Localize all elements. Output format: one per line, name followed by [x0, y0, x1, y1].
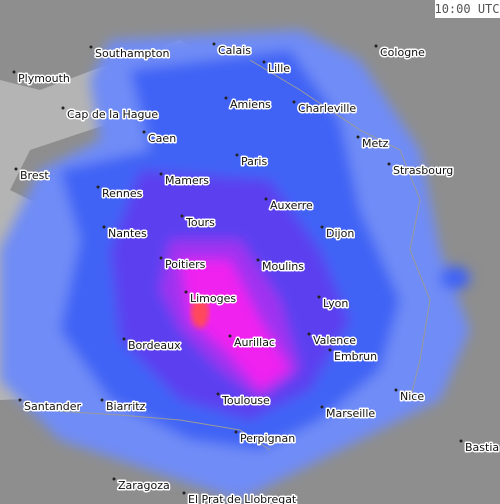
city-dot: [122, 337, 126, 341]
city-label: Auxerre: [270, 199, 313, 212]
city-label: Plymouth: [18, 72, 70, 85]
city-label: Charleville: [298, 102, 356, 115]
city-dot: [320, 225, 324, 229]
city-dot: [224, 96, 228, 100]
city-label: Nantes: [108, 227, 147, 240]
city-dot: [61, 106, 65, 110]
city-label: Biarritz: [106, 400, 146, 413]
city-label: Brest: [20, 169, 49, 182]
city-dot: [89, 45, 93, 49]
city-dot: [235, 153, 239, 157]
city-label: Marseille: [326, 407, 375, 420]
city-label: Lyon: [323, 297, 348, 310]
city-dot: [100, 398, 104, 402]
city-dot: [394, 388, 398, 392]
city-label: Mamers: [165, 174, 209, 187]
city-dot: [14, 167, 18, 171]
city-label: Caen: [148, 132, 176, 145]
timestamp: 10:00 UTC: [434, 2, 499, 16]
city-dot: [142, 130, 146, 134]
city-label: Limoges: [190, 292, 236, 305]
borders: [39, 59, 431, 451]
city-label: Cologne: [380, 46, 425, 59]
city-dot: [356, 135, 360, 139]
city-label: Calais: [218, 44, 251, 57]
city-dot: [18, 398, 22, 402]
city-dot: [387, 162, 391, 166]
city-dot: [212, 42, 216, 46]
city-label: Tours: [185, 216, 215, 229]
city-label: El Prat de Llobregat: [188, 493, 297, 504]
city-label: Perpignan: [240, 432, 295, 445]
city-labels: Southampton Calais Lille Cologne Plymouth Ami…: [12, 42, 500, 504]
city-label: Zaragoza: [118, 479, 170, 492]
city-label: Bordeaux: [128, 339, 181, 352]
city-dot: [184, 290, 188, 294]
city-label: Toulouse: [221, 394, 270, 407]
city-label: Lille: [268, 62, 290, 75]
city-dot: [182, 491, 186, 495]
city-label: Valence: [313, 334, 356, 347]
radar-echoes: [0, 30, 470, 500]
city-label: Cap de la Hague: [67, 108, 158, 121]
city-label: Southampton: [95, 47, 169, 60]
city-label: Bastia: [465, 441, 499, 454]
city-dot: [374, 44, 378, 48]
city-dot: [159, 256, 163, 260]
city-label: Dijon: [326, 227, 354, 240]
city-label: Rennes: [102, 187, 143, 200]
city-dot: [264, 197, 268, 201]
city-dot: [228, 334, 232, 338]
city-dot: [159, 172, 163, 176]
city-dot: [262, 60, 266, 64]
city-label: Santander: [24, 400, 81, 413]
city-label: Paris: [241, 155, 267, 168]
city-dot: [112, 477, 116, 481]
city-dot: [328, 348, 332, 352]
city-label: Amiens: [230, 98, 271, 111]
city-dot: [96, 185, 100, 189]
city-label: Metz: [362, 137, 389, 150]
city-dot: [216, 392, 220, 396]
city-label: Embrun: [334, 350, 377, 363]
city-label: Nice: [400, 390, 424, 403]
city-dot: [317, 295, 321, 299]
city-dot: [234, 430, 238, 434]
city-label: Moulins: [262, 260, 304, 273]
city-label: Poitiers: [165, 258, 206, 271]
city-dot: [459, 439, 463, 443]
city-dot: [256, 258, 260, 262]
heavy-rain-core: [191, 296, 209, 328]
timestamp-box: [435, 0, 500, 18]
city-label: Strasbourg: [393, 164, 453, 177]
city-dot: [180, 214, 184, 218]
city-dot: [292, 100, 296, 104]
city-dot: [12, 70, 16, 74]
city-dot: [320, 405, 324, 409]
city-label: Aurillac: [234, 336, 275, 349]
city-dot: [102, 225, 106, 229]
city-dot: [307, 332, 311, 336]
